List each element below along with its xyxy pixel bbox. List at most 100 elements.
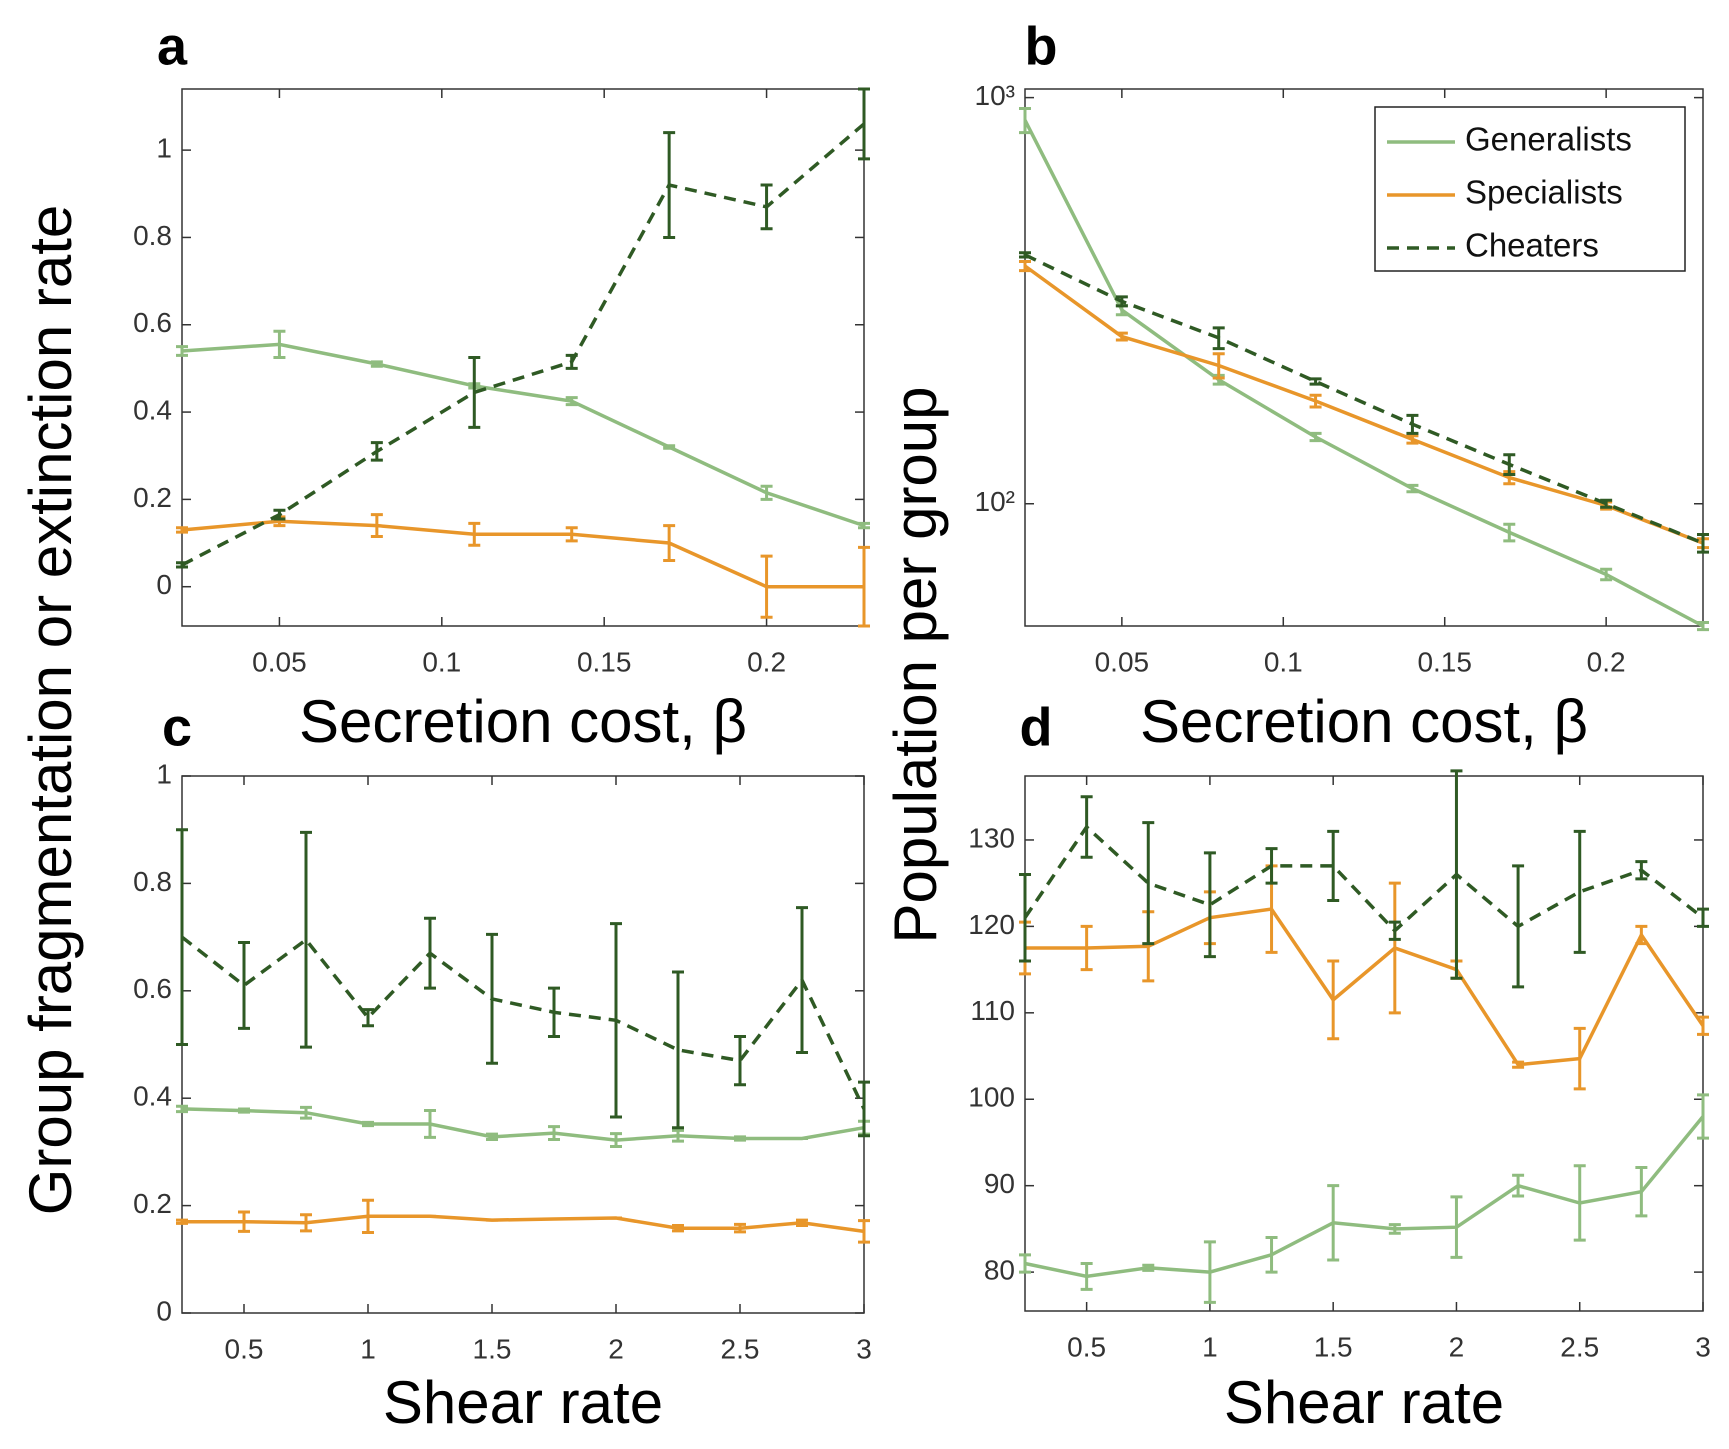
error-bar bbox=[273, 508, 286, 521]
error-bar bbox=[424, 916, 436, 990]
x-tick-label: 1 bbox=[1202, 1331, 1218, 1362]
error-bar bbox=[734, 1135, 746, 1142]
error-bar bbox=[1635, 924, 1648, 946]
error-bar bbox=[1080, 795, 1093, 859]
error-bar bbox=[1142, 1263, 1155, 1272]
y-tick-label: 120 bbox=[968, 909, 1015, 940]
x-axis-label: Secretion cost, β bbox=[299, 688, 747, 755]
error-bar bbox=[1309, 393, 1322, 409]
error-bar bbox=[273, 329, 286, 359]
y-tick-label: 0.2 bbox=[133, 1188, 172, 1219]
error-bar bbox=[1600, 567, 1613, 582]
error-bar bbox=[1019, 107, 1031, 135]
error-bar bbox=[238, 1210, 250, 1233]
error-bar bbox=[176, 561, 188, 569]
x-tick-label: 3 bbox=[856, 1333, 872, 1364]
error-bar bbox=[1327, 1184, 1340, 1262]
error-bar bbox=[1573, 1026, 1586, 1091]
series-line bbox=[1024, 253, 1704, 545]
plot-box bbox=[181, 775, 865, 1314]
error-bar bbox=[370, 360, 383, 368]
error-bar bbox=[424, 1109, 436, 1139]
x-tick-label: 2 bbox=[1449, 1331, 1465, 1362]
error-bar bbox=[734, 1034, 746, 1087]
plot-box bbox=[181, 88, 865, 627]
error-bar bbox=[468, 521, 481, 547]
panel-label: d bbox=[1020, 697, 1053, 757]
x-tick-label: 2 bbox=[608, 1333, 624, 1364]
x-tick-label: 0.15 bbox=[1417, 646, 1472, 677]
error-bar bbox=[370, 441, 383, 462]
error-bar bbox=[1309, 377, 1322, 386]
error-bar bbox=[1697, 907, 1709, 928]
error-bar bbox=[858, 1080, 870, 1138]
x-tick-label: 3 bbox=[1695, 1331, 1711, 1362]
error-bar bbox=[1327, 829, 1340, 902]
error-bar bbox=[1450, 769, 1463, 980]
error-bar bbox=[760, 554, 773, 619]
error-bar bbox=[1635, 1166, 1648, 1218]
x-tick-label: 0.5 bbox=[225, 1333, 264, 1364]
x-tick-label: 1.5 bbox=[1314, 1331, 1353, 1362]
x-tick-label: 0.5 bbox=[1067, 1331, 1106, 1362]
error-bar bbox=[1388, 920, 1401, 941]
error-bar bbox=[1600, 498, 1613, 509]
error-bar bbox=[362, 1120, 374, 1128]
error-bar bbox=[1406, 413, 1419, 435]
error-bar bbox=[672, 970, 684, 1130]
error-bar bbox=[1697, 1015, 1709, 1036]
error-bar bbox=[1115, 295, 1128, 308]
series-line bbox=[1023, 264, 1704, 545]
y-tick-label: 110 bbox=[970, 995, 1015, 1026]
y-tick-label: 0.6 bbox=[133, 973, 172, 1004]
x-tick-label: 1 bbox=[360, 1333, 376, 1364]
error-bar bbox=[1512, 1060, 1525, 1069]
series-line bbox=[181, 122, 866, 567]
error-bar bbox=[858, 545, 870, 628]
x-tick-label: 2.5 bbox=[1560, 1331, 1599, 1362]
error-bar bbox=[362, 1008, 374, 1028]
error-bar bbox=[1406, 434, 1419, 445]
error-bar bbox=[565, 396, 578, 407]
error-bar bbox=[1512, 864, 1525, 989]
y-tick-label: 10³ bbox=[975, 80, 1015, 111]
error-bar bbox=[486, 1132, 498, 1142]
error-bar bbox=[565, 353, 578, 370]
y-tick-label: 80 bbox=[984, 1254, 1015, 1285]
y-tick-label: 1 bbox=[156, 133, 172, 164]
series-line bbox=[1023, 824, 1705, 934]
error-bar bbox=[1697, 532, 1709, 554]
x-tick-label: 0.05 bbox=[1095, 646, 1150, 677]
error-bar bbox=[858, 87, 870, 161]
error-bar bbox=[1573, 1164, 1586, 1242]
y-tick-label: 0.8 bbox=[133, 866, 172, 897]
error-bar bbox=[760, 183, 773, 231]
error-bar bbox=[1388, 1223, 1401, 1235]
error-bar bbox=[672, 1128, 684, 1143]
x-tick-label: 2.5 bbox=[721, 1333, 760, 1364]
panel-label: a bbox=[157, 16, 188, 76]
error-bar bbox=[486, 932, 498, 1065]
x-axis-label: Shear rate bbox=[1224, 1369, 1504, 1436]
error-bar bbox=[1080, 1261, 1093, 1291]
error-bar bbox=[176, 1104, 188, 1114]
error-bar bbox=[796, 906, 808, 1055]
series-line bbox=[1023, 119, 1704, 628]
error-bar bbox=[1309, 431, 1322, 443]
legend-label: Cheaters bbox=[1465, 227, 1599, 264]
error-bar bbox=[1212, 352, 1225, 380]
x-tick-label: 0.05 bbox=[252, 646, 307, 677]
error-bar bbox=[1327, 959, 1340, 1041]
series-line bbox=[182, 1214, 865, 1234]
error-bar bbox=[858, 1219, 870, 1244]
error-bar bbox=[672, 1223, 684, 1233]
legend-box bbox=[1374, 106, 1686, 272]
error-bar bbox=[300, 830, 312, 1049]
error-bar bbox=[796, 1218, 808, 1227]
x-tick-label: 0.1 bbox=[1264, 646, 1303, 677]
error-bar bbox=[565, 526, 578, 543]
error-bar bbox=[300, 1213, 312, 1233]
plot-box bbox=[1024, 775, 1704, 1312]
y-tick-label: 0.2 bbox=[133, 482, 172, 513]
error-bar bbox=[760, 484, 773, 501]
